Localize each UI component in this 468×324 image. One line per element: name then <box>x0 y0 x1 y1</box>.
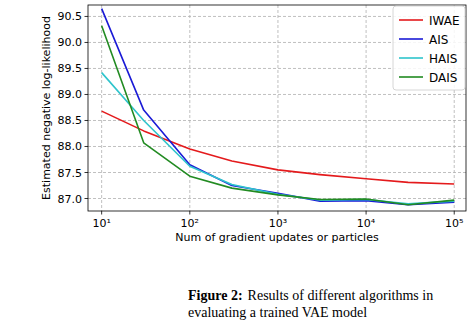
legend-label: AIS <box>429 33 448 47</box>
y-tick-label: 90.5 <box>58 10 83 23</box>
caption-text: Results of different algorithms in evalua… <box>188 288 433 320</box>
x-tick-label: 10³ <box>269 217 287 230</box>
tick <box>85 16 89 17</box>
tick <box>189 211 190 215</box>
y-tick-label: 87.5 <box>58 167 83 180</box>
figure: 10¹ 10² 10³ 10⁴ 10⁵ 87.0 87.5 88.0 88.5 89.0 89.5 9… <box>0 0 468 324</box>
legend-swatch <box>399 57 423 59</box>
legend-swatch <box>399 38 423 40</box>
tick <box>85 198 89 199</box>
tick <box>85 42 89 43</box>
legend-swatch <box>399 19 423 21</box>
x-tick-label: 10⁴ <box>357 217 376 230</box>
grid-line <box>277 5 278 211</box>
tick <box>85 146 89 147</box>
legend: IWAE AIS HAIS DAIS <box>393 6 465 90</box>
tick <box>85 68 89 69</box>
grid-line <box>88 198 466 199</box>
caption-line: Results of different algorithms in <box>248 288 434 303</box>
y-axis-label: Estimated negative log-likelihood <box>40 16 53 200</box>
grid-line <box>366 5 367 211</box>
grid-line <box>88 172 466 173</box>
grid-line <box>101 5 102 211</box>
caption-line: evaluating a trained VAE model <box>188 305 367 320</box>
x-tick-label: 10¹ <box>92 217 110 230</box>
y-tick-label: 88.0 <box>58 140 83 153</box>
legend-box <box>393 6 465 90</box>
y-tick-label: 87.0 <box>58 193 83 206</box>
legend-label: HAIS <box>429 52 457 66</box>
tick <box>277 211 278 215</box>
tick <box>454 211 455 215</box>
legend-label: IWAE <box>429 14 460 28</box>
caption-label: Figure 2: <box>188 288 243 303</box>
tick <box>85 172 89 173</box>
series-line <box>102 73 455 204</box>
tick <box>85 120 89 121</box>
x-axis-label: Num of gradient updates or particles <box>175 231 379 244</box>
tick <box>85 94 89 95</box>
x-tick-label: 10⁵ <box>445 217 463 230</box>
y-tick-label: 89.5 <box>58 62 83 75</box>
legend-label: DAIS <box>429 71 457 85</box>
grid-line <box>88 146 466 147</box>
y-tick-label: 90.0 <box>58 36 83 49</box>
y-tick-label: 88.5 <box>58 114 83 127</box>
grid-line <box>88 94 466 95</box>
legend-swatch <box>399 76 423 78</box>
x-tick-label: 10² <box>181 217 199 230</box>
tick <box>101 211 102 215</box>
plot-frame <box>88 5 466 211</box>
y-tick-label: 89.0 <box>58 88 83 101</box>
grid-line <box>189 5 190 211</box>
tick <box>366 211 367 215</box>
